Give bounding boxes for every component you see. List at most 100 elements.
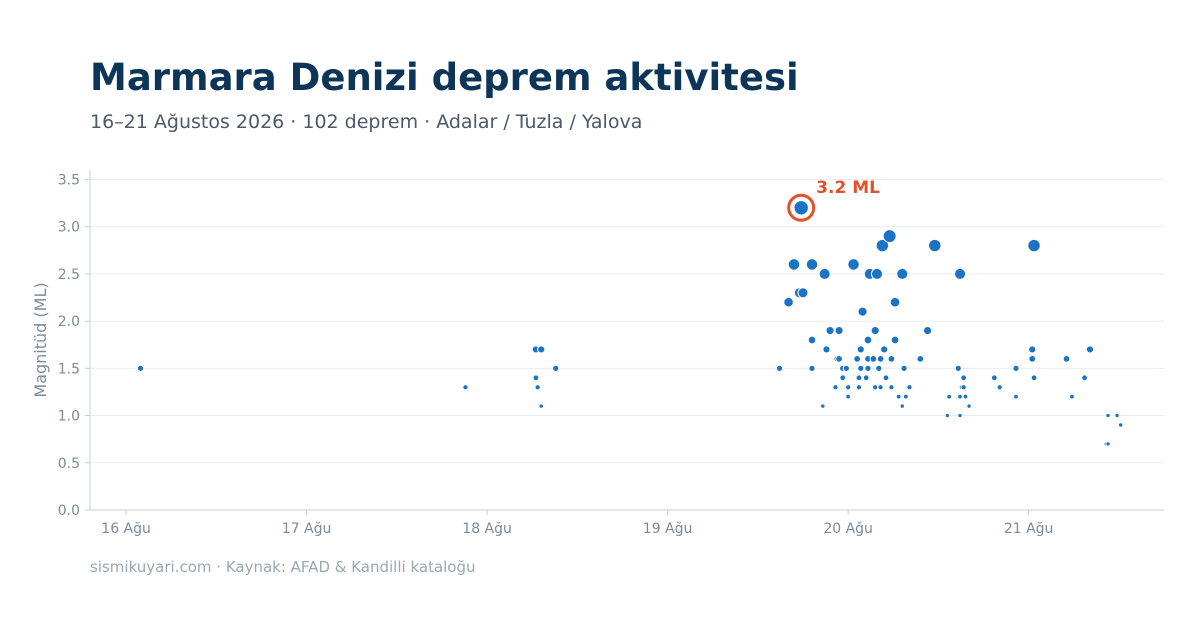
data-point — [1028, 345, 1037, 354]
data-point — [855, 374, 863, 382]
y-tick-label: 3.5 — [58, 172, 80, 188]
x-tick-label: 18 Ağu — [462, 521, 512, 537]
data-point — [775, 364, 784, 372]
data-point — [1114, 412, 1120, 419]
data-point — [1105, 412, 1111, 419]
data-point — [1030, 374, 1038, 382]
data-point — [896, 267, 909, 280]
y-tick-label: 3.0 — [58, 220, 80, 236]
data-point — [818, 267, 831, 280]
data-point — [996, 384, 1003, 391]
source-footer: sismikuyari.com · Kaynak: AFAD & Kandill… — [90, 558, 476, 576]
data-point — [906, 384, 913, 391]
data-point — [1085, 345, 1095, 354]
highlight-ring — [787, 193, 816, 222]
data-point — [808, 364, 816, 372]
data-point — [462, 384, 469, 391]
data-point — [855, 384, 863, 391]
data-point — [876, 355, 885, 363]
data-point — [902, 393, 909, 400]
data-point — [537, 345, 546, 354]
data-point — [888, 384, 895, 391]
data-point — [857, 306, 868, 317]
x-tick-label: 21 Ağu — [1004, 521, 1054, 537]
data-point — [889, 296, 901, 308]
data-point — [1028, 355, 1037, 363]
x-tick-label: 16 Ağu — [101, 521, 151, 537]
data-point — [960, 374, 968, 382]
data-point — [1013, 393, 1019, 400]
data-point — [875, 364, 883, 372]
data-point — [822, 345, 831, 354]
data-point — [787, 258, 801, 271]
data-point — [870, 325, 880, 336]
data-point — [1027, 238, 1041, 253]
data-point — [538, 403, 544, 409]
data-point — [870, 267, 884, 280]
data-point — [916, 355, 925, 363]
data-point — [863, 335, 873, 345]
data-point — [857, 364, 865, 372]
data-point — [928, 238, 942, 253]
data-point — [872, 384, 879, 391]
data-point — [960, 384, 967, 391]
data-point — [807, 335, 817, 345]
data-point — [853, 355, 862, 363]
y-tick-label: 2.5 — [58, 267, 80, 283]
page-subtitle: 16–21 Ağustos 2026 · 102 deprem · Adalar… — [90, 111, 643, 133]
data-point — [842, 364, 850, 372]
data-point — [1105, 441, 1111, 447]
data-point — [954, 267, 967, 280]
data-point — [839, 374, 847, 382]
data-point — [834, 325, 844, 336]
data-point — [845, 393, 852, 400]
data-point — [856, 345, 865, 354]
y-tick-label: 0.0 — [58, 503, 80, 519]
page-title: Marmara Denizi deprem aktivitesi — [90, 56, 799, 99]
x-tick-label: 17 Ağu — [282, 521, 332, 537]
y-axis-label: Magnitüd (ML) — [31, 282, 50, 397]
data-point — [882, 374, 890, 382]
data-point — [793, 200, 809, 216]
data-point — [922, 325, 933, 336]
data-point — [1069, 393, 1075, 400]
data-point — [552, 364, 560, 372]
data-point — [832, 384, 839, 391]
y-tick-label: 1.0 — [58, 409, 80, 425]
data-points — [136, 200, 1124, 447]
highlight-annotation: 3.2 ML — [787, 178, 880, 222]
data-point — [825, 325, 835, 336]
data-point — [862, 374, 870, 382]
data-point — [900, 364, 908, 372]
data-point — [946, 393, 953, 400]
y-tick-label: 0.5 — [58, 456, 80, 472]
data-point — [890, 335, 900, 345]
axes — [85, 170, 1164, 515]
data-point — [957, 412, 963, 419]
data-point — [899, 403, 905, 409]
data-point — [887, 355, 896, 363]
data-point — [844, 384, 852, 391]
y-tick-label: 1.5 — [58, 361, 80, 377]
data-point — [534, 384, 541, 391]
data-point — [805, 258, 819, 271]
x-tick-label: 20 Ağu — [823, 521, 873, 537]
grid-lines — [90, 178, 1164, 464]
data-point — [944, 412, 951, 419]
data-point — [1062, 355, 1071, 363]
data-point — [990, 374, 998, 382]
x-tick-label: 19 Ağu — [643, 521, 693, 537]
data-point — [1117, 422, 1124, 428]
data-point — [820, 403, 826, 409]
data-point — [875, 238, 890, 253]
data-point — [882, 229, 897, 244]
data-point — [835, 355, 843, 363]
data-point — [954, 364, 962, 372]
data-point — [797, 287, 809, 299]
data-point — [847, 258, 860, 271]
data-point — [957, 393, 963, 400]
y-tick-labels: 0.0 0.5 1.0 1.5 2.0 2.5 3.0 3.5 — [58, 172, 80, 519]
annotation-label: 3.2 ML — [816, 178, 880, 198]
data-point — [895, 393, 902, 400]
